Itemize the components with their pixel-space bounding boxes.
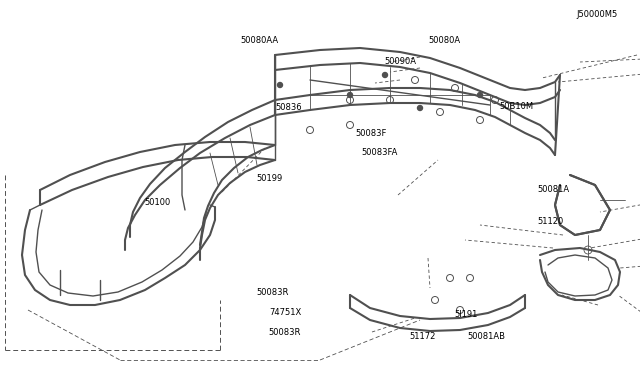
Text: 50083R: 50083R [269, 328, 301, 337]
Text: 50083FA: 50083FA [362, 148, 398, 157]
Text: 50080A: 50080A [429, 36, 461, 45]
Text: 50199: 50199 [256, 174, 282, 183]
Circle shape [383, 73, 387, 77]
Text: 50100: 50100 [144, 198, 170, 207]
Text: 50090A: 50090A [384, 57, 416, 66]
Circle shape [417, 106, 422, 110]
Text: 51120: 51120 [538, 217, 564, 226]
Circle shape [477, 93, 483, 97]
Text: 50081A: 50081A [538, 185, 570, 194]
Text: 50836: 50836 [275, 103, 302, 112]
Circle shape [278, 83, 282, 87]
Circle shape [348, 93, 353, 97]
Text: 50B10M: 50B10M [499, 102, 533, 110]
Text: 74751X: 74751X [269, 308, 301, 317]
Text: 5l191: 5l191 [454, 310, 478, 319]
Text: 50083R: 50083R [256, 288, 289, 296]
Text: 50081AB: 50081AB [467, 332, 505, 341]
Text: 51172: 51172 [410, 332, 436, 341]
Text: 50080AA: 50080AA [240, 36, 278, 45]
Text: J50000M5: J50000M5 [576, 10, 617, 19]
Text: 50083F: 50083F [355, 129, 387, 138]
